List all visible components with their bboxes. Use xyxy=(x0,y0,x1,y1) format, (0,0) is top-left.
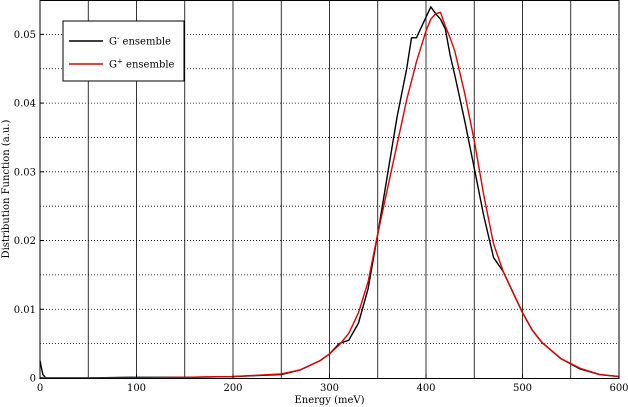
legend: G- ensemble G+ ensemble xyxy=(62,20,185,82)
legend-entry-label: G- ensemble xyxy=(109,35,171,48)
plot-frame xyxy=(39,0,620,379)
x-axis-label: Energy (meV) xyxy=(294,395,364,406)
y-axis-label: Distribution Function (a.u.) xyxy=(1,119,12,258)
x-tick-label: 100 xyxy=(127,383,146,394)
x-tick-label: 200 xyxy=(223,383,242,394)
y-tick-label: 0.02 xyxy=(14,236,36,247)
legend-entry-label: G+ ensemble xyxy=(109,58,175,71)
y-tick-label: 0.03 xyxy=(14,167,36,178)
x-tick-label: 400 xyxy=(416,383,435,394)
legend-box xyxy=(62,20,185,82)
y-tick-label: 0.04 xyxy=(14,99,36,110)
x-tick-label: 300 xyxy=(320,383,339,394)
y-tick-label: 0.05 xyxy=(14,30,36,41)
series-line-g-plus xyxy=(40,11,620,379)
x-tick-label: 0 xyxy=(37,383,43,394)
y-tick-label: 0 xyxy=(30,374,36,385)
x-tick-label: 500 xyxy=(513,383,532,394)
x-axis: 0 100 200 300 400 500 600 xyxy=(37,374,628,394)
y-tick-label: 0.01 xyxy=(14,305,36,316)
y-axis: 0 0.01 0.02 0.03 0.04 0.05 xyxy=(14,30,44,385)
x-tick-label: 600 xyxy=(609,383,628,394)
